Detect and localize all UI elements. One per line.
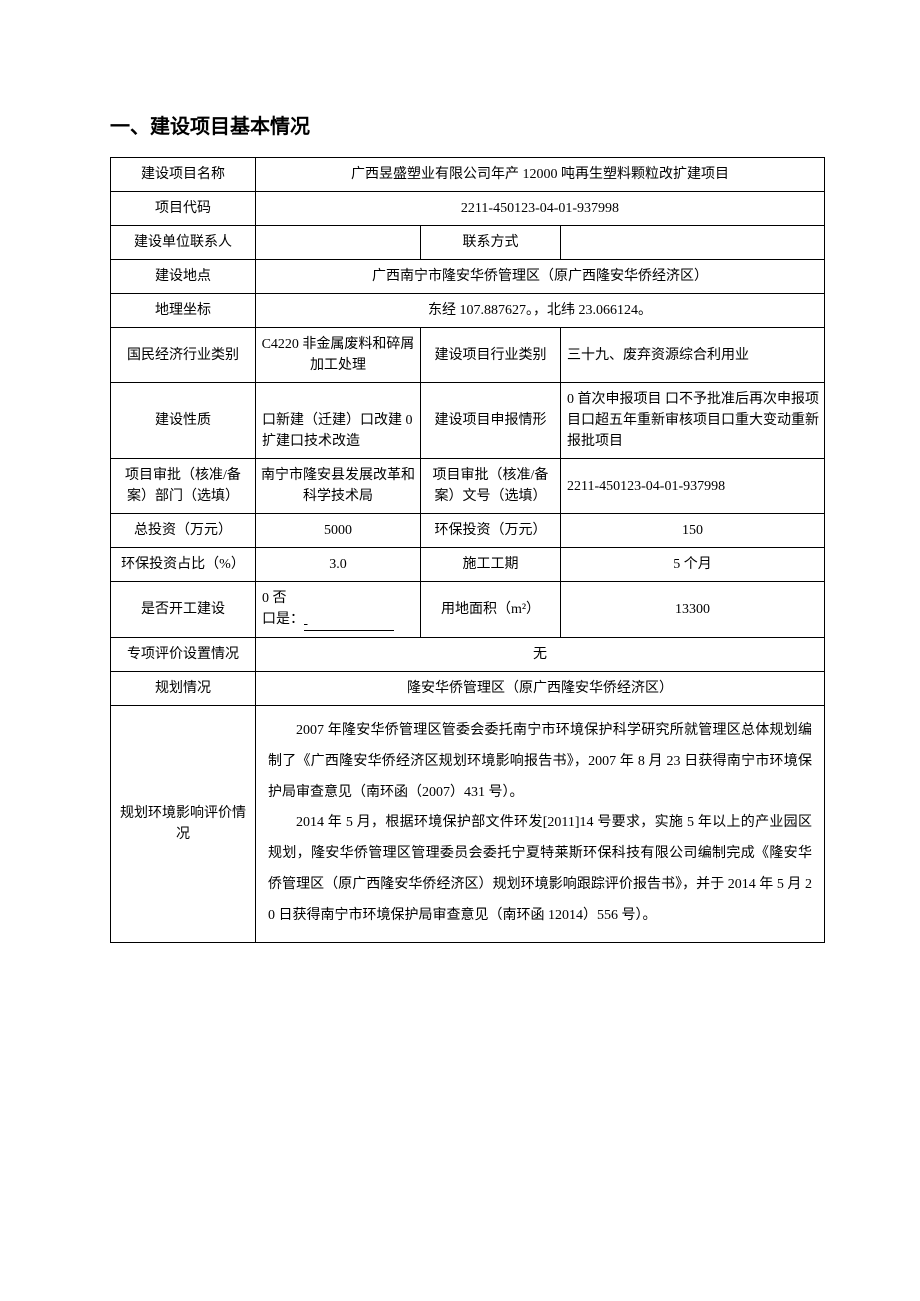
started-yes-text: 口是： [262, 612, 304, 627]
value-project-industry: 三十九、废弃资源综合利用业 [561, 328, 825, 383]
table-row: 总投资（万元） 5000 环保投资（万元） 150 [111, 514, 825, 548]
project-info-table: 建设项目名称 广西昱盛塑业有限公司年产 12000 吨再生塑料颗粒改扩建项目 项… [110, 157, 825, 943]
table-row: 环保投资占比（%） 3.0 施工工期 5 个月 [111, 548, 825, 582]
value-total-investment: 5000 [256, 514, 421, 548]
document-page: 一、建设项目基本情况 建设项目名称 广西昱盛塑业有限公司年产 12000 吨再生… [0, 0, 920, 993]
value-env-investment: 150 [561, 514, 825, 548]
value-application-type: 0 首次申报项目 口不予批准后再次申报项目口超五年重新审核项目口重大变动重新报批… [561, 383, 825, 459]
table-row: 建设性质 口新建（迁建）口改建 0 扩建口技术改造 建设项目申报情形 0 首次申… [111, 383, 825, 459]
label-approval-number: 项目审批（核准/备案）文号（选填） [421, 459, 561, 514]
table-row: 是否开工建设 0 否 口是： 用地面积（m²） 13300 [111, 582, 825, 638]
value-env-ratio: 3.0 [256, 548, 421, 582]
label-application-type: 建设项目申报情形 [421, 383, 561, 459]
value-planning-env-eval: 2007 年隆安华侨管理区管委会委托南宁市环境保护科学研究所就管理区总体规划编制… [256, 706, 825, 943]
value-project-name: 广西昱盛塑业有限公司年产 12000 吨再生塑料颗粒改扩建项目 [256, 158, 825, 192]
table-row: 项目审批（核准/备案）部门（选填） 南宁市隆安县发展改革和科学技术局 项目审批（… [111, 459, 825, 514]
label-started: 是否开工建设 [111, 582, 256, 638]
label-coordinates: 地理坐标 [111, 294, 256, 328]
body-paragraph-2: 2014 年 5 月，根据环境保护部文件环发[2011]14 号要求，实施 5 … [268, 808, 812, 931]
value-special-eval: 无 [256, 638, 825, 672]
value-started: 0 否 口是： [256, 582, 421, 638]
table-row: 建设项目名称 广西昱盛塑业有限公司年产 12000 吨再生塑料颗粒改扩建项目 [111, 158, 825, 192]
label-industry-category: 国民经济行业类别 [111, 328, 256, 383]
value-project-code: 2211-450123-04-01-937998 [256, 192, 825, 226]
table-row: 专项评价设置情况 无 [111, 638, 825, 672]
label-special-eval: 专项评价设置情况 [111, 638, 256, 672]
value-planning: 隆安华侨管理区（原广西隆安华侨经济区） [256, 672, 825, 706]
table-row: 规划环境影响评价情况 2007 年隆安华侨管理区管委会委托南宁市环境保护科学研究… [111, 706, 825, 943]
label-construction-nature: 建设性质 [111, 383, 256, 459]
label-location: 建设地点 [111, 260, 256, 294]
started-yes-underline [304, 609, 394, 631]
section-title: 一、建设项目基本情况 [110, 110, 825, 139]
label-env-investment: 环保投资（万元） [421, 514, 561, 548]
value-coordinates: 东经 107.887627。，北纬 23.066124。 [256, 294, 825, 328]
value-construction-period: 5 个月 [561, 548, 825, 582]
table-row: 国民经济行业类别 C4220 非金属废料和碎屑加工处理 建设项目行业类别 三十九… [111, 328, 825, 383]
label-construction-period: 施工工期 [421, 548, 561, 582]
label-project-code: 项目代码 [111, 192, 256, 226]
label-total-investment: 总投资（万元） [111, 514, 256, 548]
label-planning: 规划情况 [111, 672, 256, 706]
value-contact-person [256, 226, 421, 260]
table-row: 建设单位联系人 联系方式 [111, 226, 825, 260]
label-env-ratio: 环保投资占比（%） [111, 548, 256, 582]
table-row: 项目代码 2211-450123-04-01-937998 [111, 192, 825, 226]
started-no-text: 0 否 [262, 591, 287, 606]
value-approval-number: 2211-450123-04-01-937998 [561, 459, 825, 514]
body-paragraph-1: 2007 年隆安华侨管理区管委会委托南宁市环境保护科学研究所就管理区总体规划编制… [268, 716, 812, 808]
label-contact-person: 建设单位联系人 [111, 226, 256, 260]
label-project-name: 建设项目名称 [111, 158, 256, 192]
table-row: 地理坐标 东经 107.887627。，北纬 23.066124。 [111, 294, 825, 328]
value-construction-nature: 口新建（迁建）口改建 0 扩建口技术改造 [256, 383, 421, 459]
table-row: 规划情况 隆安华侨管理区（原广西隆安华侨经济区） [111, 672, 825, 706]
table-row: 建设地点 广西南宁市隆安华侨管理区（原广西隆安华侨经济区） [111, 260, 825, 294]
value-contact-method [561, 226, 825, 260]
label-approval-dept: 项目审批（核准/备案）部门（选填） [111, 459, 256, 514]
label-contact-method: 联系方式 [421, 226, 561, 260]
value-industry-category: C4220 非金属废料和碎屑加工处理 [256, 328, 421, 383]
value-location: 广西南宁市隆安华侨管理区（原广西隆安华侨经济区） [256, 260, 825, 294]
label-project-industry: 建设项目行业类别 [421, 328, 561, 383]
value-land-area: 13300 [561, 582, 825, 638]
label-planning-env-eval: 规划环境影响评价情况 [111, 706, 256, 943]
value-approval-dept: 南宁市隆安县发展改革和科学技术局 [256, 459, 421, 514]
label-land-area: 用地面积（m²） [421, 582, 561, 638]
